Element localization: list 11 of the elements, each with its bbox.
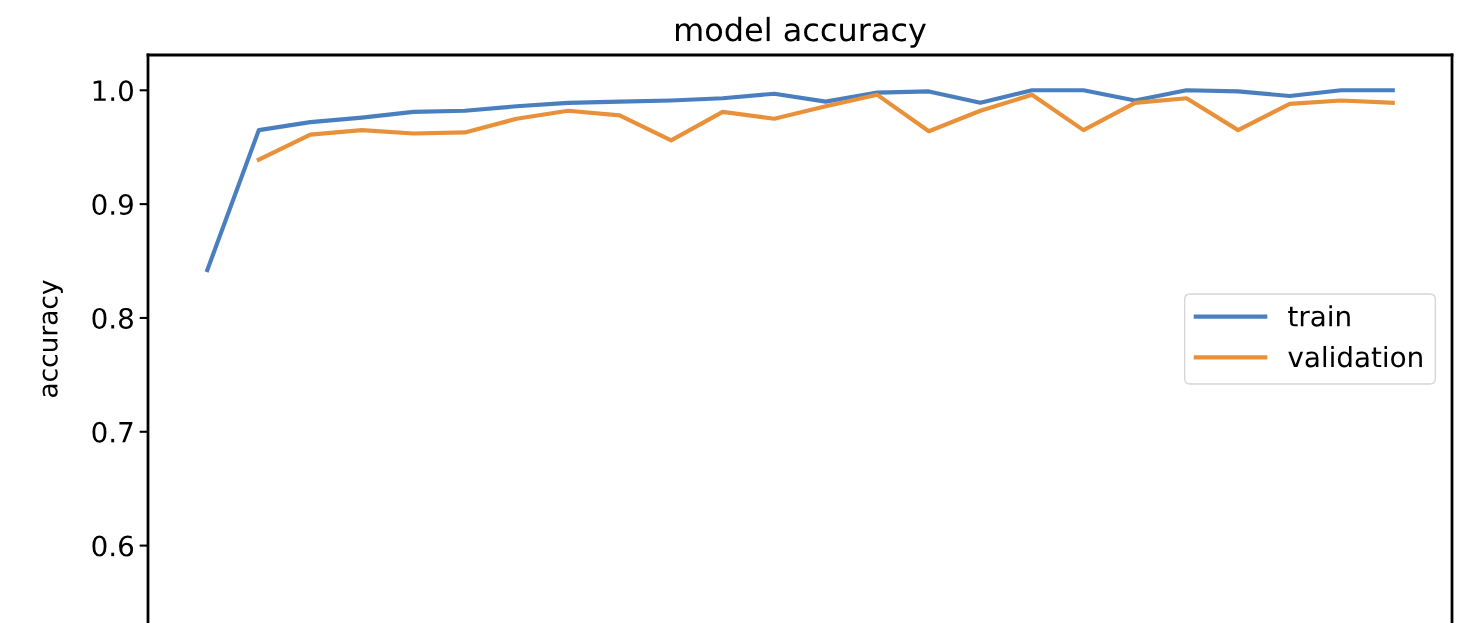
y-tick-label: 0.7 (92, 421, 133, 443)
y-tick-label: 0.8 (92, 307, 133, 329)
y-axis-title: accuracy (42, 280, 63, 397)
y-tick-label: 1.0 (93, 80, 133, 102)
legend-label: train (1288, 305, 1350, 327)
y-tick-label: 0.9 (92, 194, 133, 216)
y-tick-label: 0.6 (92, 535, 134, 557)
line-series (256, 92, 1395, 162)
line-series (205, 88, 1395, 273)
chart-title: model accuracy (676, 16, 926, 48)
legend-label: validation (1288, 345, 1422, 368)
